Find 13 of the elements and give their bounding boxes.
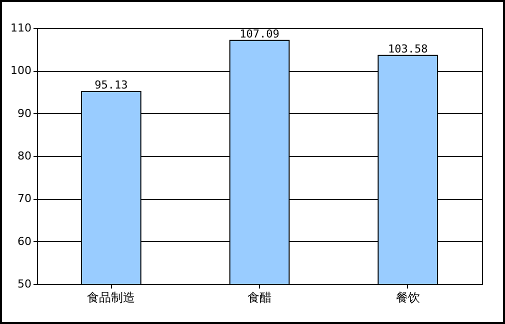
y-tick-label: 90 (18, 106, 32, 120)
x-tick-label: 食品制造 (87, 290, 136, 304)
y-tick-label: 60 (18, 234, 32, 248)
y-tick-label: 50 (18, 278, 32, 290)
y-tick-label: 110 (10, 22, 32, 34)
data-label: 103.58 (388, 42, 428, 56)
x-tick-label: 餐饮 (396, 290, 420, 304)
data-label: 95.13 (94, 78, 128, 92)
x-tick-label: 食醋 (248, 290, 272, 304)
data-label: 107.09 (240, 27, 280, 40)
y-tick-label: 100 (10, 64, 32, 78)
y-tick-label: 70 (18, 192, 32, 206)
y-tick-label: 80 (18, 150, 32, 162)
